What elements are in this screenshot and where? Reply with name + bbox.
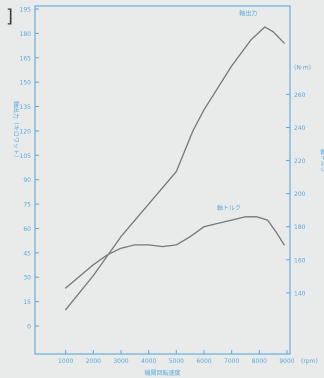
x-tick-label: 3000	[113, 358, 128, 365]
y-left-tick-label: 165	[20, 55, 32, 62]
y-right-axis-title: 軸トルク	[319, 149, 324, 173]
y-left-tick-label: 75	[23, 202, 31, 209]
x-tick-label: 5000	[169, 358, 184, 365]
y-left-tick-label: 30	[23, 275, 31, 282]
x-tick-label: 8000	[252, 358, 267, 365]
y-left-tick-label: 135	[20, 104, 32, 111]
x-tick-label: 4000	[141, 358, 156, 365]
y-right-tick-label: 140	[294, 290, 306, 297]
y-right-unit: (N·m)	[294, 65, 311, 72]
series-line-power	[65, 26, 285, 311]
y-left-tick-label: 120	[20, 128, 32, 135]
x-tick-label: 6000	[196, 358, 211, 365]
y-left-tick-label: 180	[20, 31, 32, 38]
y-right-tick-label: 240	[294, 125, 306, 132]
series-label-power: 軸出力	[239, 10, 257, 18]
x-tick-label: 7000	[224, 358, 239, 365]
y-left-tick-label: 0	[27, 324, 31, 331]
y-left-tick-label: 150	[20, 80, 32, 87]
y-left-axis-title: 軸出力（キロワット）	[12, 101, 20, 161]
x-tick-label: 2000	[86, 358, 101, 365]
y-left-tick-label: 90	[23, 177, 31, 184]
y-right-tick-label: 160	[294, 257, 306, 264]
y-left-tick-label: 45	[23, 250, 31, 257]
y-right-tick-label: 180	[294, 224, 306, 231]
y-right-tick-label: 200	[294, 191, 306, 198]
plot-frame	[34, 5, 291, 355]
y-right-tick-label: 260	[294, 92, 306, 99]
x-unit: (rpm)	[301, 358, 318, 365]
x-tick-label: 9000	[279, 358, 294, 365]
series-label-torque: 軸トルク	[217, 204, 241, 212]
y-left-tick-label: 195	[20, 7, 32, 14]
corner-bracket: ]	[6, 6, 14, 27]
y-left-tick-label: 60	[23, 226, 31, 233]
y-left-tick-label: 15	[23, 299, 31, 306]
x-tick-label: 1000	[58, 358, 73, 365]
y-right-tick-label: 220	[294, 158, 306, 165]
y-left-tick-label: 105	[20, 153, 32, 160]
series-line-torque	[65, 216, 285, 289]
x-axis-title: 機関回転速度	[144, 369, 180, 377]
